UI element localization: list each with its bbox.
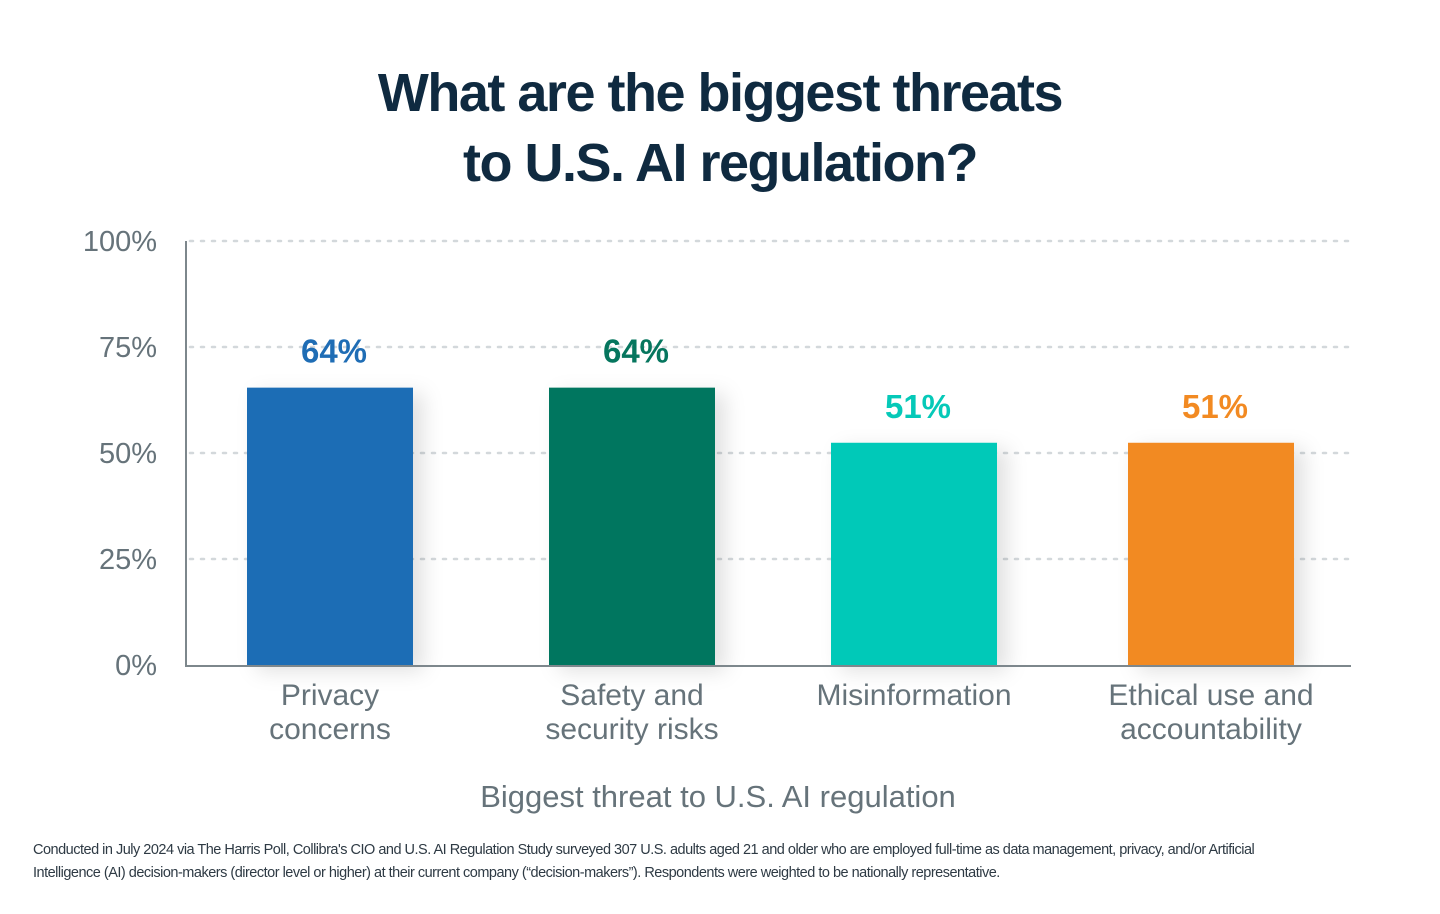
y-axis-ticks: 0% 25% 50% 75% 100% bbox=[83, 226, 157, 682]
x-category-label: Misinformation bbox=[816, 679, 1011, 712]
value-label: 64% bbox=[603, 333, 669, 370]
chart-title-line-1: What are the biggest threats bbox=[377, 63, 1064, 123]
value-label: 51% bbox=[885, 388, 951, 425]
y-tick-label: 75% bbox=[99, 332, 157, 364]
value-label: 51% bbox=[1182, 388, 1248, 425]
footnote: Conducted in July 2024 via The Harris Po… bbox=[33, 839, 1413, 885]
bar bbox=[247, 387, 413, 665]
x-category-label: security risks bbox=[545, 713, 718, 746]
x-category-label: accountability bbox=[1120, 713, 1302, 746]
y-tick-label: 50% bbox=[99, 438, 157, 470]
y-tick-label: 25% bbox=[99, 544, 157, 576]
x-category-label: concerns bbox=[269, 713, 391, 746]
value-labels: 64% 64% 51% 51% bbox=[301, 333, 1248, 425]
x-category-label: Privacy bbox=[281, 679, 379, 712]
y-tick-label: 100% bbox=[83, 226, 157, 258]
footnote-line-1: Conducted in July 2024 via The Harris Po… bbox=[33, 842, 1255, 858]
chart-title-line-2: to U.S. AI regulation? bbox=[463, 133, 979, 193]
x-axis-title: Biggest threat to U.S. AI regulation bbox=[480, 779, 956, 814]
y-tick-label: 0% bbox=[115, 650, 157, 682]
bar bbox=[1128, 442, 1294, 665]
x-category-label: Ethical use and bbox=[1108, 679, 1313, 712]
bar bbox=[831, 442, 997, 665]
chart-title: What are the biggest threats to U.S. AI … bbox=[0, 58, 1440, 198]
footnote-line-2: Intelligence (AI) decision-makers (direc… bbox=[33, 865, 1000, 881]
bars bbox=[247, 387, 1294, 665]
bar bbox=[549, 387, 715, 665]
value-label: 64% bbox=[301, 333, 367, 370]
x-category-label: Safety and bbox=[560, 679, 703, 712]
